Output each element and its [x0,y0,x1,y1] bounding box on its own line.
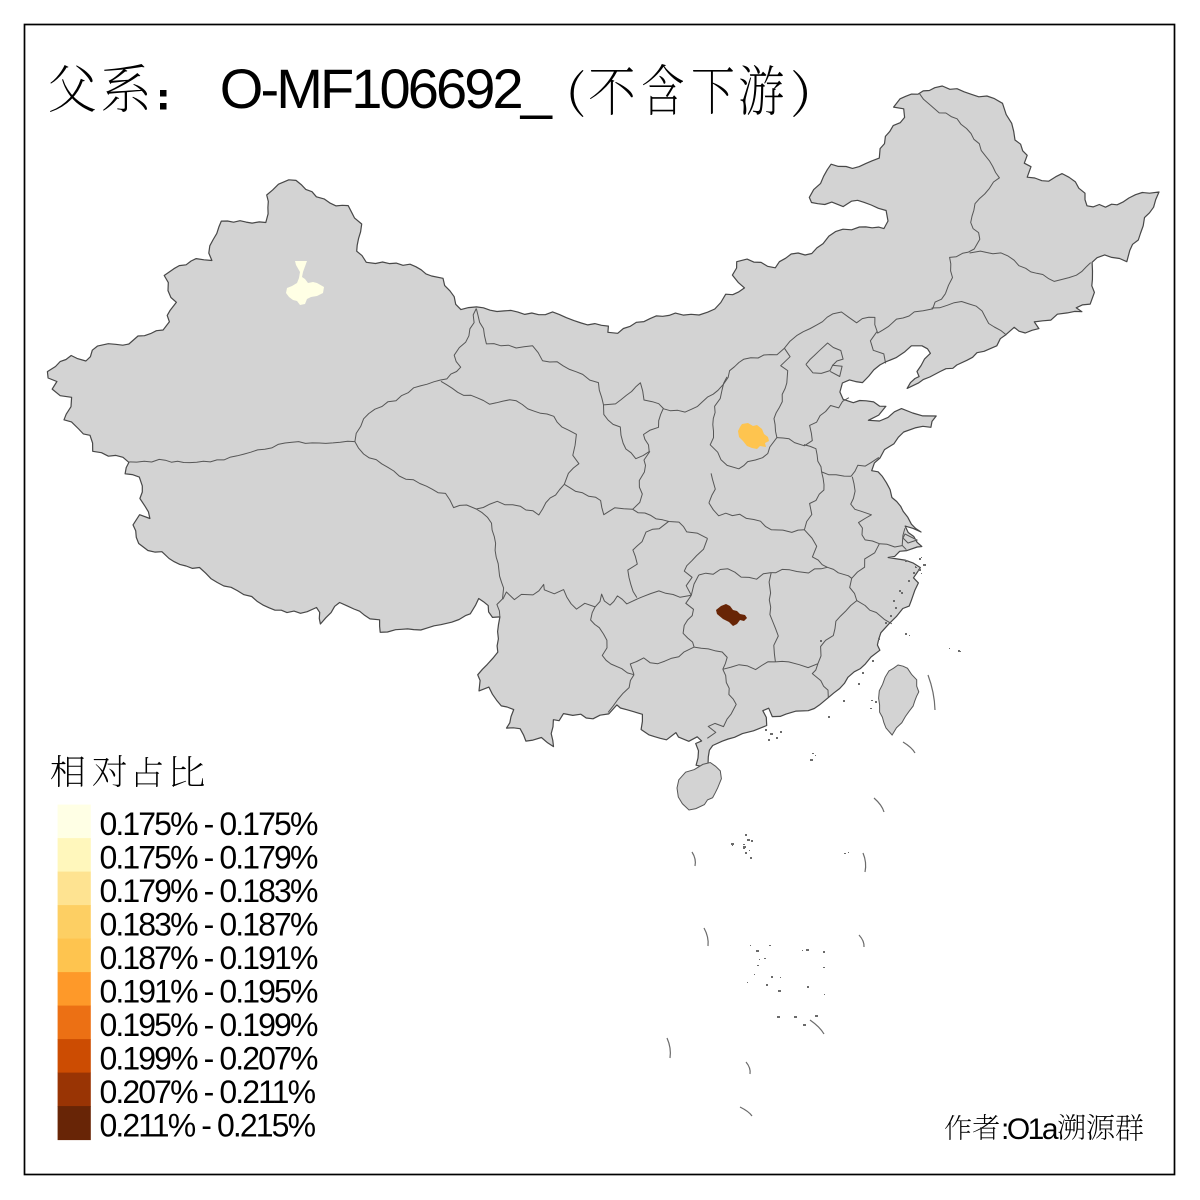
svg-text:0.175% - 0.175%: 0.175% - 0.175% [100,806,318,842]
svg-text::O1a: :O1a [1001,1113,1059,1146]
svg-text:0.187% - 0.191%: 0.187% - 0.191% [100,940,318,976]
svg-text:0.207% - 0.211%: 0.207% - 0.211% [100,1074,316,1110]
svg-text:0.191% - 0.195%: 0.191% - 0.195% [100,973,318,1009]
svg-text:0.183% - 0.187%: 0.183% - 0.187% [100,906,318,942]
svg-text:0.179% - 0.183%: 0.179% - 0.183% [100,873,318,909]
svg-text:0.195% - 0.199%: 0.195% - 0.199% [100,1007,318,1043]
svg-text:0.199% - 0.207%: 0.199% - 0.207% [100,1040,318,1076]
svg-text:0.175% - 0.179%: 0.175% - 0.179% [100,839,318,875]
svg-text:0.211% - 0.215%: 0.211% - 0.215% [100,1107,316,1143]
svg-text:O-MF106692_: O-MF106692_ [220,57,553,120]
